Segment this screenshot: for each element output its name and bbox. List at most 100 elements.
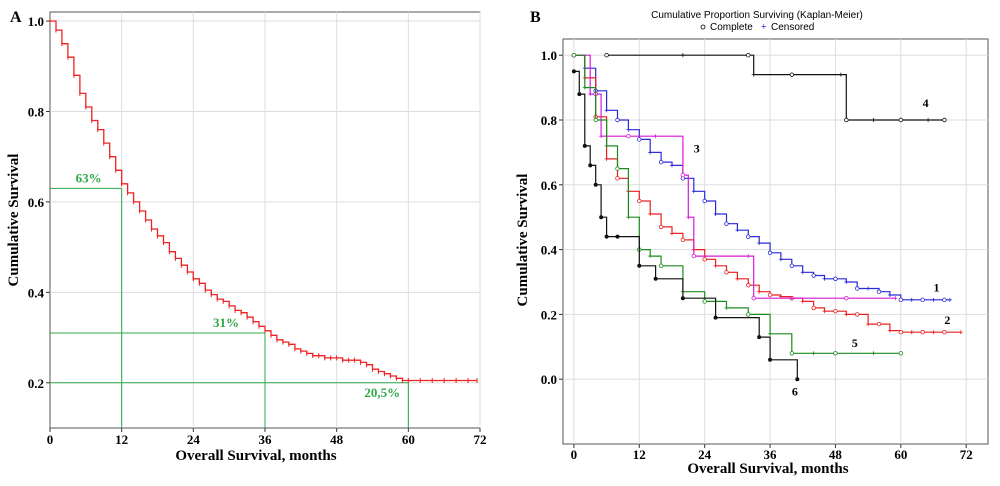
b-curve-label-6: 6 bbox=[792, 384, 798, 398]
b-point-1-16 bbox=[746, 234, 751, 239]
b-xtick-label-2: 24 bbox=[698, 447, 712, 462]
b-point-5-11 bbox=[724, 305, 729, 310]
panel-b-curve-labels: 1 2 3 4 5 6 bbox=[694, 96, 951, 398]
b-point-1-30 bbox=[898, 297, 904, 303]
b-point-6-13 bbox=[768, 357, 773, 362]
b-point-1-4 bbox=[615, 117, 620, 123]
b-point-5-8 bbox=[658, 263, 664, 268]
a-xtick-label-4: 48 bbox=[330, 432, 344, 447]
b-point-2-9 bbox=[669, 231, 674, 236]
b-curve-label-4: 4 bbox=[923, 96, 929, 110]
b-point-4-8 bbox=[898, 117, 904, 123]
b-series-line-1 bbox=[573, 54, 950, 301]
b-point-1-21 bbox=[800, 270, 805, 275]
panel-a-y-axis-label: Cumulative Survival bbox=[6, 154, 22, 287]
b-point-1-13 bbox=[713, 211, 718, 216]
b-point-2-28 bbox=[876, 321, 882, 327]
b-point-5-17 bbox=[871, 351, 876, 356]
b-point-1-22 bbox=[811, 273, 816, 278]
b-point-5-2 bbox=[593, 117, 598, 123]
b-ytick-label-4: 0.8 bbox=[541, 113, 558, 128]
b-point-4-3 bbox=[751, 72, 756, 77]
b-point-1-35 bbox=[947, 297, 952, 302]
b-point-2-16 bbox=[746, 283, 751, 288]
b-point-1-15 bbox=[735, 228, 740, 233]
b-point-2-6 bbox=[637, 198, 642, 204]
b-point-2-23 bbox=[822, 309, 827, 314]
b-point-4-6 bbox=[844, 117, 849, 123]
panel-b-x-ticks: 0 12 24 36 48 60 72 bbox=[571, 444, 973, 462]
b-point-2-8 bbox=[658, 224, 664, 230]
b-point-5-15 bbox=[811, 351, 816, 356]
b-point-6-14 bbox=[795, 377, 800, 382]
b-point-2-14 bbox=[724, 270, 729, 275]
b-curve-label-1: 1 bbox=[934, 281, 940, 295]
b-point-1-8 bbox=[658, 159, 664, 165]
b-point-2-24 bbox=[833, 308, 838, 314]
b-point-4-5 bbox=[838, 72, 843, 77]
b-point-5-13 bbox=[768, 331, 773, 336]
b-point-2-32 bbox=[920, 330, 925, 335]
b-point-5-18 bbox=[898, 351, 904, 356]
b-point-2-4 bbox=[615, 176, 620, 181]
b-series-line-2 bbox=[573, 54, 961, 333]
b-point-1-27 bbox=[866, 286, 871, 291]
b-point-4-9 bbox=[926, 118, 931, 122]
b-point-5-5 bbox=[626, 215, 631, 220]
b-point-3-7 bbox=[686, 215, 691, 220]
b-curve-label-2: 2 bbox=[944, 313, 950, 327]
b-ytick-label-3: 0.6 bbox=[541, 178, 558, 193]
b-point-2-33 bbox=[931, 330, 936, 335]
b-xtick-label-6: 72 bbox=[960, 447, 973, 462]
b-point-3-6 bbox=[680, 172, 686, 178]
b-point-2-29 bbox=[887, 328, 892, 333]
b-point-6-6 bbox=[604, 234, 609, 239]
b-point-3-11 bbox=[789, 296, 794, 301]
b-point-2-27 bbox=[866, 322, 871, 327]
b-point-5-0 bbox=[571, 53, 577, 58]
b-point-3-13 bbox=[893, 296, 898, 301]
b-xtick-label-5: 60 bbox=[894, 447, 907, 462]
panel-a-series bbox=[49, 18, 478, 384]
b-point-2-31 bbox=[909, 330, 914, 335]
panel-b-y-axis-label: Cumulative Survival bbox=[515, 174, 531, 307]
b-point-6-4 bbox=[593, 182, 598, 187]
b-point-5-12 bbox=[746, 312, 751, 317]
b-point-1-23 bbox=[822, 276, 827, 281]
b-point-6-8 bbox=[637, 263, 642, 268]
a-ytick-label-1: 0.4 bbox=[28, 285, 45, 300]
b-point-4-4 bbox=[789, 72, 795, 77]
panel-a-y-ticks: 0.2 0.4 0.6 0.8 1.0 bbox=[28, 14, 50, 391]
b-point-2-30 bbox=[898, 330, 904, 335]
b-point-6-1 bbox=[577, 92, 582, 97]
a-xtick-label-1: 12 bbox=[115, 432, 128, 447]
b-point-3-10 bbox=[751, 296, 756, 301]
panel-b-y-ticks: 0.0 0.2 0.4 0.6 0.8 1.0 bbox=[541, 48, 563, 387]
b-point-4-1 bbox=[680, 53, 685, 58]
b-point-2-25 bbox=[844, 312, 849, 317]
b-point-1-33 bbox=[931, 297, 936, 302]
b-point-1-31 bbox=[909, 297, 914, 302]
b-point-6-3 bbox=[588, 163, 593, 168]
panel-b-title: Cumulative Proportion Surviving (Kaplan-… bbox=[651, 10, 863, 21]
b-xtick-label-0: 0 bbox=[571, 447, 578, 462]
b-point-1-5 bbox=[626, 127, 631, 132]
b-point-5-7 bbox=[648, 254, 653, 259]
b-point-5-16 bbox=[833, 351, 838, 356]
b-point-1-29 bbox=[887, 292, 892, 297]
a-ref-label-0: 63% bbox=[76, 170, 102, 185]
b-point-3-5 bbox=[653, 134, 658, 139]
b-point-3-3 bbox=[599, 134, 604, 139]
a-xtick-label-0: 0 bbox=[47, 432, 54, 447]
b-point-1-11 bbox=[691, 189, 696, 194]
b-point-1-6 bbox=[637, 137, 642, 142]
b-point-1-20 bbox=[789, 263, 795, 268]
a-xtick-label-6: 72 bbox=[474, 432, 487, 447]
b-point-3-8 bbox=[691, 253, 696, 259]
b-point-6-5 bbox=[599, 215, 604, 220]
a-ytick-label-4: 1.0 bbox=[28, 14, 44, 29]
b-point-1-32 bbox=[920, 297, 925, 303]
a-xtick-label-2: 24 bbox=[187, 432, 201, 447]
b-xtick-label-4: 48 bbox=[829, 447, 843, 462]
